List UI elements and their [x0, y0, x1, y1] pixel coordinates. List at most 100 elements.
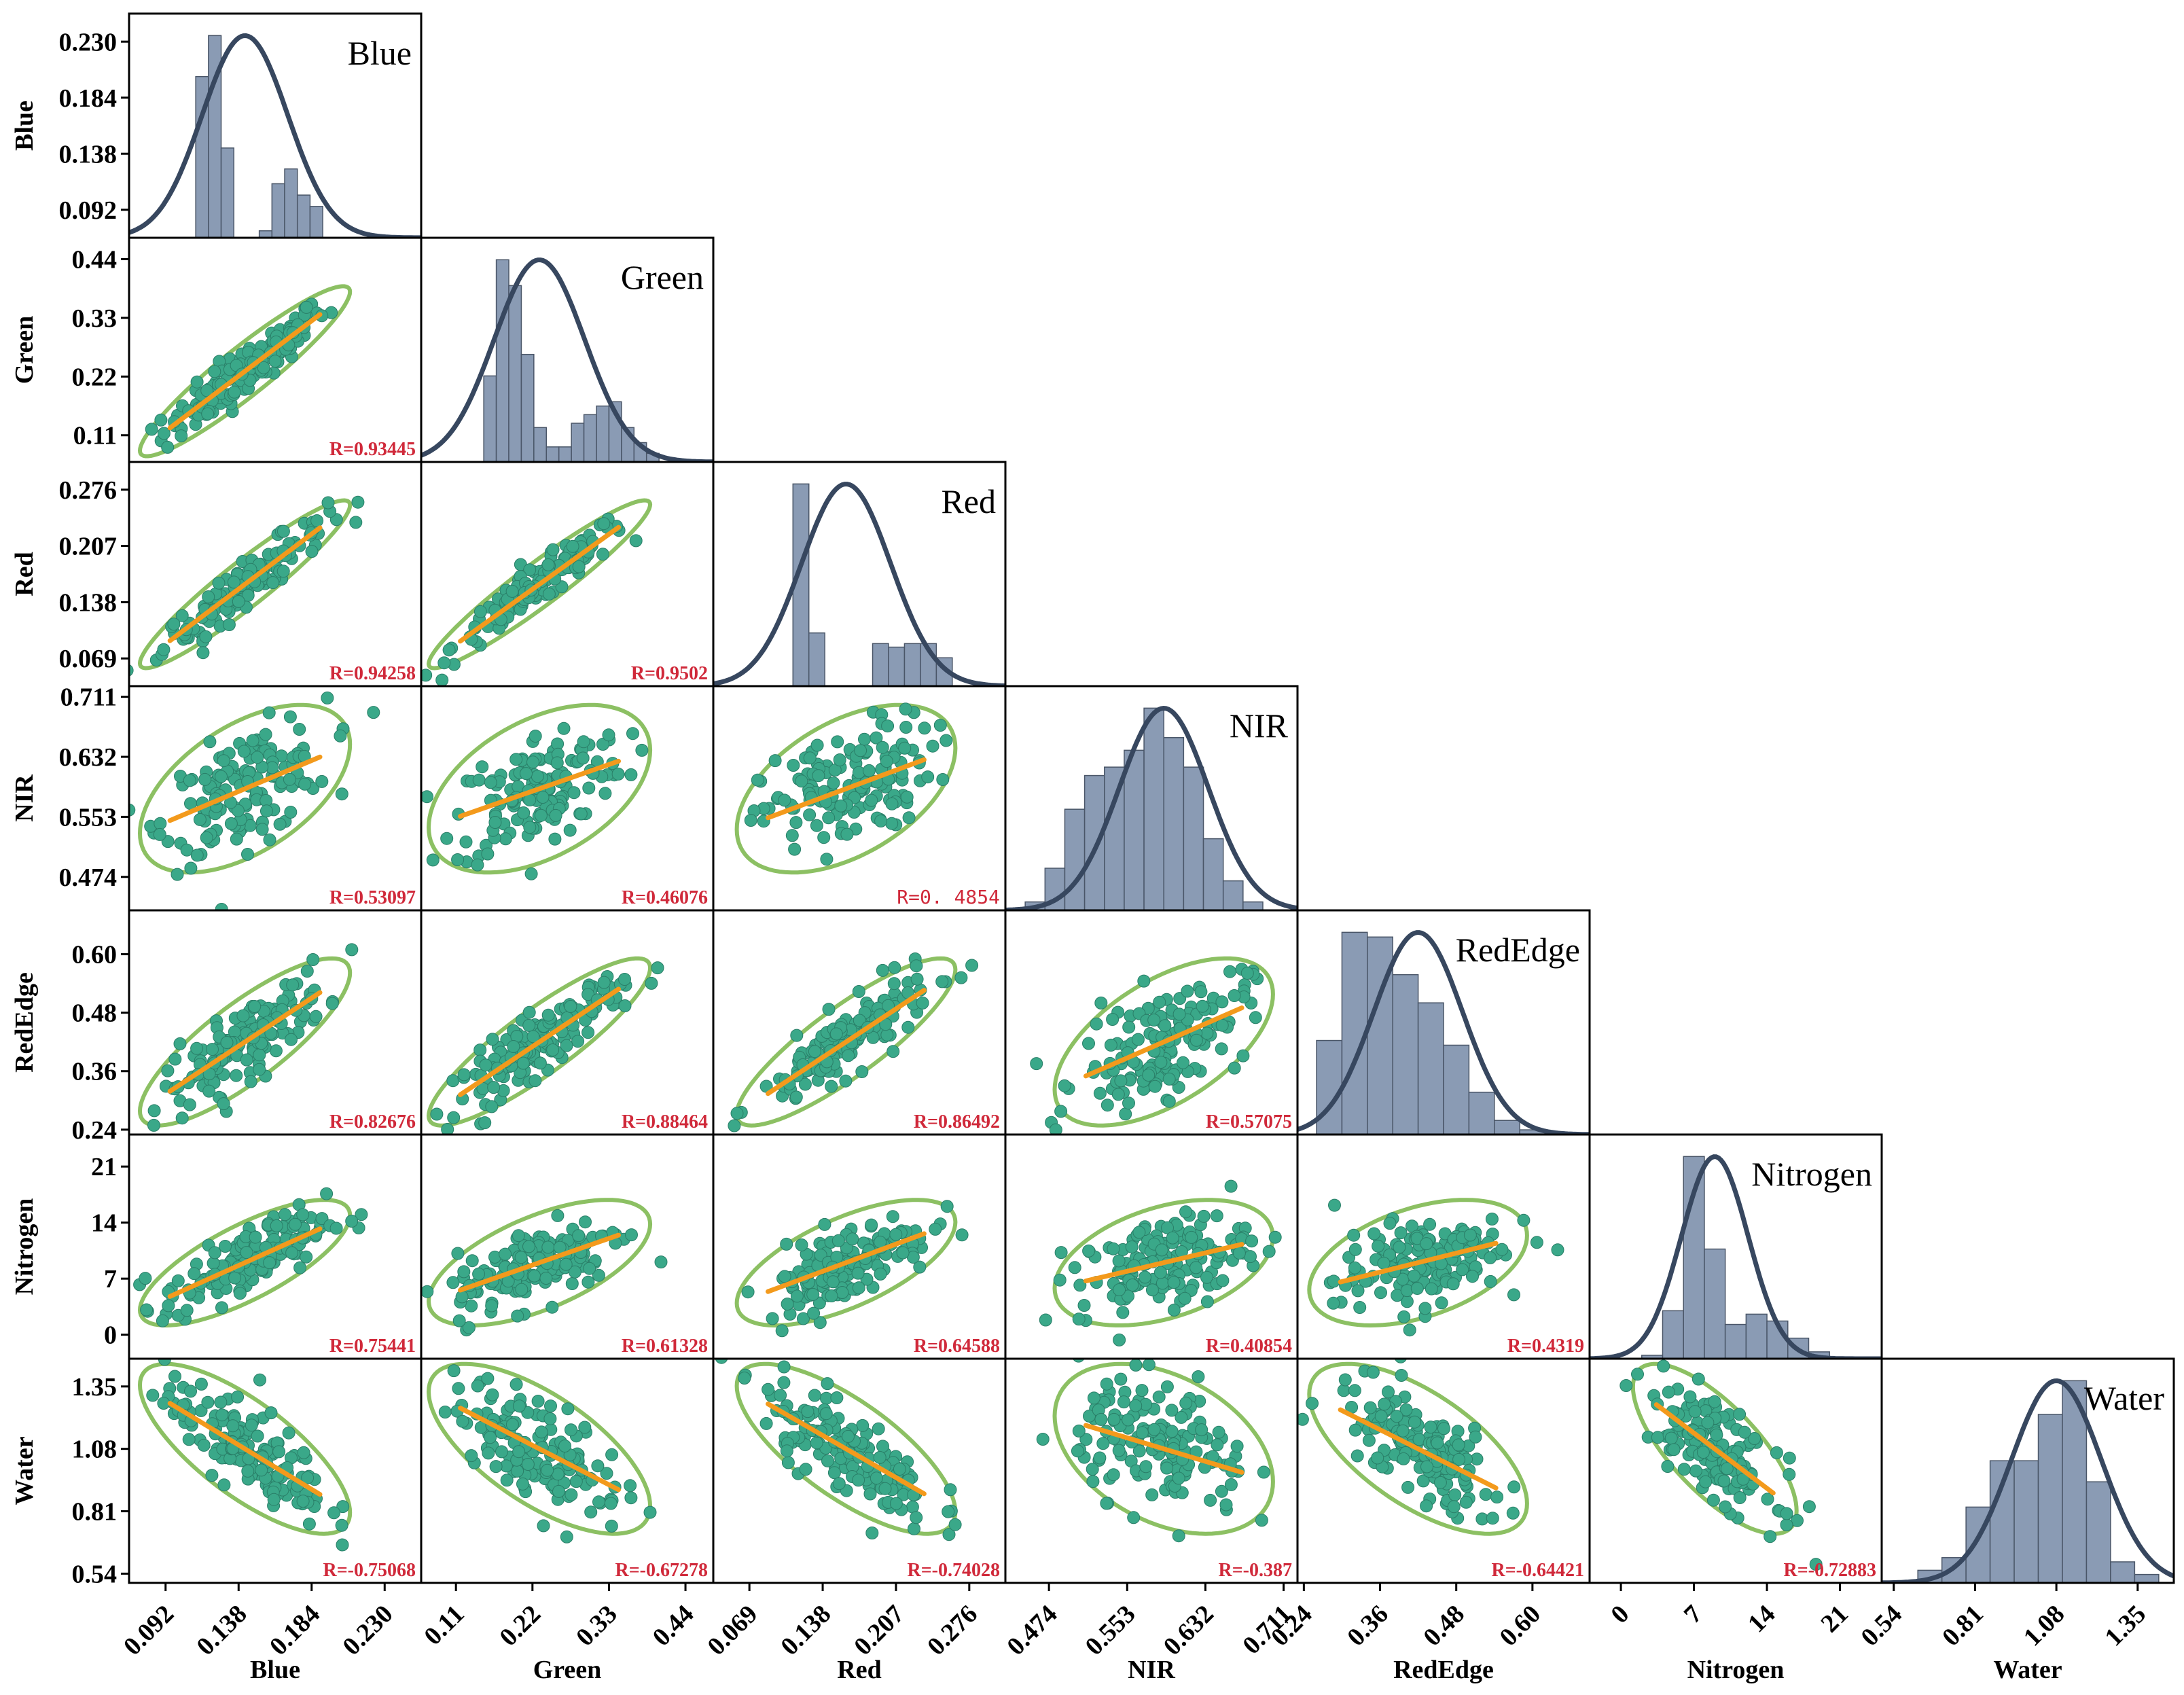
data-point: [810, 819, 823, 832]
y-tick-label: 0.553: [59, 803, 118, 832]
data-point: [351, 495, 365, 509]
histogram-bar: [533, 427, 548, 462]
data-point: [140, 1303, 154, 1317]
data-point: [874, 1267, 887, 1281]
data-point: [231, 804, 245, 817]
data-point: [801, 1405, 814, 1419]
data-point: [939, 734, 953, 747]
x-tick-label: 0.60: [1494, 1600, 1547, 1652]
data-point: [1351, 1284, 1365, 1298]
data-point: [777, 1360, 791, 1374]
data-point: [789, 816, 803, 829]
data-point: [438, 1406, 452, 1419]
data-point: [790, 1289, 804, 1303]
data-point: [1094, 996, 1108, 1010]
regression-line: [766, 1231, 927, 1294]
data-point: [237, 745, 251, 758]
x-tick-label: 0.48: [1418, 1600, 1470, 1652]
data-point: [1179, 1396, 1193, 1410]
data-point: [910, 972, 924, 986]
data-point: [1093, 1451, 1107, 1465]
data-point: [605, 1448, 619, 1461]
panel-water-vs-green: R=-0.67278: [420, 1357, 715, 1584]
data-point: [1366, 1366, 1380, 1379]
data-point: [853, 1014, 866, 1027]
data-point: [156, 1314, 169, 1327]
panel-water-vs-rededge: R=-0.64421: [1296, 1357, 1591, 1584]
confidence-ellipse: [426, 956, 653, 1128]
data-point: [263, 1256, 276, 1270]
x-tick-label: 1.35: [2099, 1600, 2151, 1652]
panel-nir-vs-red: R=0. 4854: [712, 685, 1007, 912]
data-point: [293, 723, 306, 736]
confidence-ellipse: [734, 1361, 958, 1536]
scatter-water-nitrogen: [1619, 1359, 1823, 1571]
data-point: [1096, 1437, 1110, 1450]
confidence-ellipse: [137, 498, 353, 671]
data-point: [830, 1391, 844, 1404]
data-point: [728, 1119, 741, 1132]
histogram-bar: [1494, 1120, 1520, 1135]
data-point: [437, 656, 451, 670]
data-point: [1116, 1306, 1130, 1319]
data-point: [421, 1285, 434, 1298]
data-point: [266, 576, 280, 590]
histogram-bar: [808, 632, 825, 686]
data-point: [1374, 1286, 1387, 1300]
data-point: [539, 1272, 553, 1285]
data-point: [228, 385, 241, 399]
data-point: [1129, 1399, 1143, 1412]
data-point: [302, 1517, 316, 1531]
data-point: [902, 811, 916, 825]
data-point: [1053, 1273, 1067, 1287]
data-point: [1113, 1333, 1126, 1346]
data-point: [559, 1257, 573, 1271]
data-point: [489, 1460, 503, 1474]
data-point: [1764, 1530, 1777, 1544]
scatter-water-rededge: [1297, 1359, 1529, 1536]
data-point: [581, 1275, 595, 1289]
y-tick-label: 1.08: [72, 1435, 118, 1464]
data-point: [507, 1040, 520, 1053]
data-point: [1094, 1412, 1108, 1426]
data-point: [546, 1043, 560, 1056]
data-point: [565, 1488, 578, 1501]
data-point: [180, 1304, 194, 1317]
data-point: [541, 1008, 555, 1022]
data-point: [230, 832, 243, 846]
data-point: [1328, 1198, 1341, 1212]
data-point: [1215, 995, 1229, 1009]
data-point: [484, 776, 497, 789]
data-point: [199, 630, 213, 643]
data-point: [1447, 1500, 1461, 1514]
data-point: [821, 1377, 834, 1391]
data-point: [916, 996, 929, 1010]
data-point: [558, 1440, 571, 1452]
data-point: [264, 1406, 278, 1420]
correlation-label: R=-0.75068: [323, 1560, 416, 1581]
data-point: [220, 1036, 234, 1049]
data-point: [175, 1111, 189, 1125]
data-point: [279, 1208, 291, 1221]
data-point: [592, 1495, 605, 1509]
data-point: [521, 1458, 535, 1471]
data-point: [846, 1232, 859, 1246]
data-point: [762, 1382, 775, 1396]
x-tick-label: 0.632: [1158, 1600, 1219, 1661]
data-point: [626, 727, 639, 741]
data-point: [473, 605, 487, 618]
data-point: [833, 753, 846, 766]
panel-red-vs-blue: R=0.94258: [128, 461, 423, 688]
x-tick-label: 0.230: [337, 1600, 398, 1661]
data-point: [228, 1271, 242, 1285]
variable-name-water: Water: [2084, 1379, 2164, 1417]
x-tick-label: 0: [1605, 1600, 1634, 1629]
density-curve: [713, 482, 1005, 686]
histogram-bar: [1124, 749, 1145, 910]
histogram-bar: [888, 646, 906, 686]
data-point: [267, 1493, 281, 1506]
histogram-bar: [508, 285, 522, 462]
panel-nir-vs-green: R=0.46076: [420, 685, 715, 912]
data-point: [269, 1044, 283, 1058]
data-point: [1142, 1069, 1156, 1082]
